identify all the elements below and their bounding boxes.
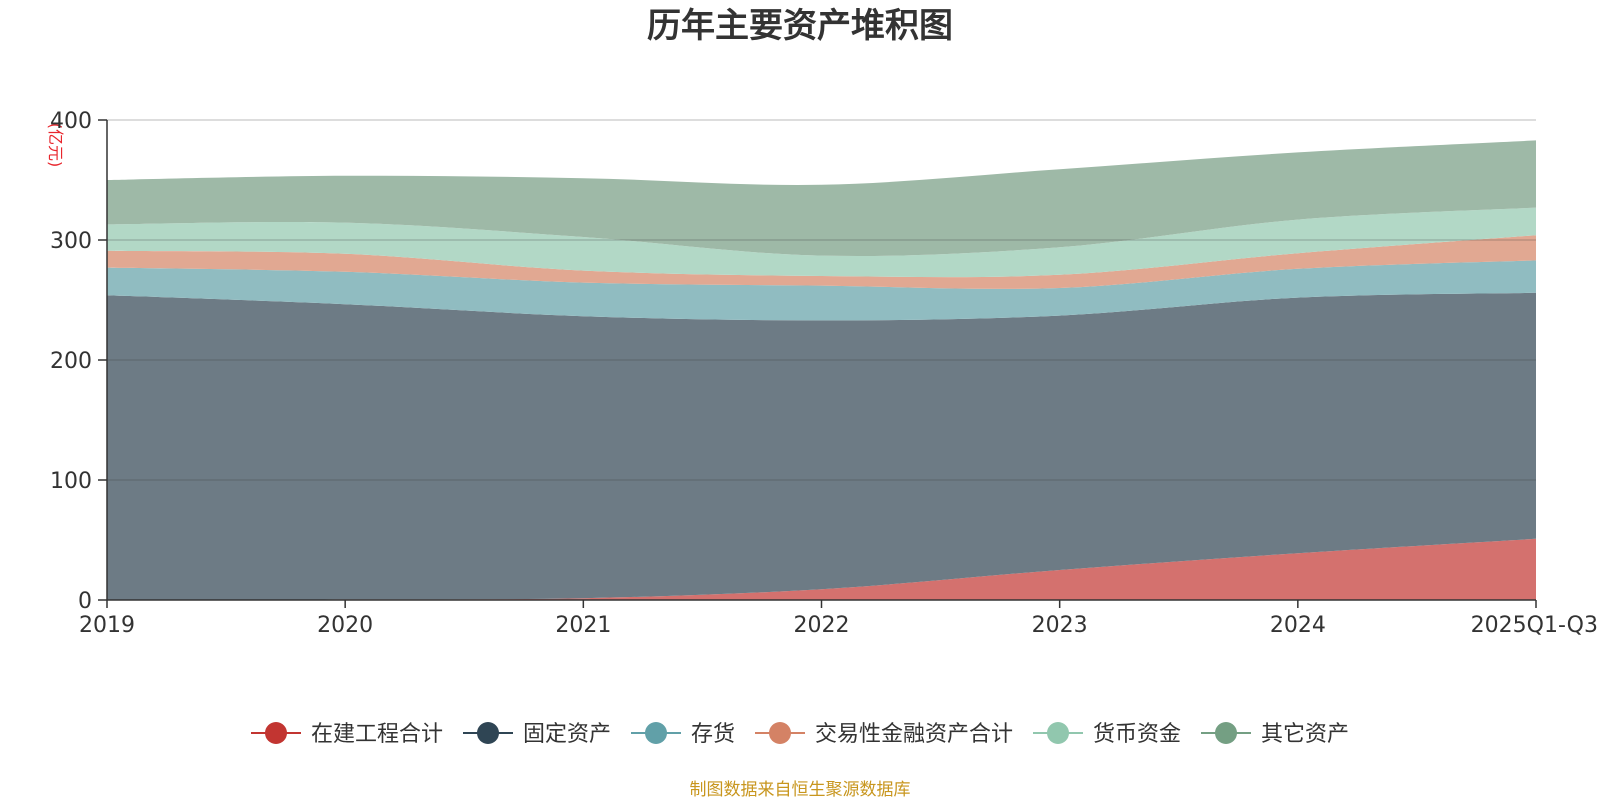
legend-item[interactable]: 货币资金 (1033, 722, 1181, 747)
legend-marker (769, 722, 791, 744)
area-series-0 (107, 538, 1536, 600)
legend-label: 其它资产 (1261, 722, 1349, 747)
legend-item[interactable]: 存货 (631, 722, 735, 747)
legend-item[interactable]: 在建工程合计 (251, 722, 443, 747)
x-tick-label: 2020 (317, 613, 373, 638)
x-tick-label: 2019 (79, 613, 135, 638)
x-tick-label: 2021 (555, 613, 611, 638)
x-tick-label: 2024 (1270, 613, 1326, 638)
legend-marker (1215, 722, 1237, 744)
legend-item[interactable]: 交易性金融资产合计 (755, 722, 1013, 747)
y-tick-label: 400 (50, 109, 92, 134)
y-tick-label: 200 (50, 349, 92, 374)
area-series-2 (107, 260, 1536, 321)
legend-marker (645, 722, 667, 744)
legend-label: 固定资产 (523, 722, 611, 747)
axes: 0 100 200 300 400 2019 2020 2021 2022 2023 2024 202… (50, 109, 1598, 638)
y-tick-label: 100 (50, 469, 92, 494)
legend-label: 存货 (691, 722, 735, 747)
chart-title: 历年主要资产堆积图 (647, 6, 953, 46)
y-axis-unit: (亿元) (46, 123, 65, 168)
area-series-3 (107, 235, 1536, 289)
x-tick-label: 2023 (1032, 613, 1088, 638)
legend-marker (477, 722, 499, 744)
legend-item[interactable]: 固定资产 (463, 722, 611, 747)
legend-marker (265, 722, 287, 744)
y-tick-label: 300 (50, 229, 92, 254)
area-series-1 (107, 292, 1536, 600)
legend-marker (1047, 722, 1069, 744)
area-series-4 (107, 207, 1536, 278)
legend-label: 交易性金融资产合计 (815, 722, 1013, 747)
legend-item[interactable]: 其它资产 (1201, 722, 1349, 747)
x-tick-label: 2022 (794, 613, 850, 638)
legend-label: 货币资金 (1093, 722, 1181, 747)
legend: 在建工程合计 固定资产 存货 交易性金融资产合计 货币资金 其它资产 (251, 722, 1349, 747)
data-source-note: 制图数据来自恒生聚源数据库 (690, 780, 911, 800)
x-tick-label: 2025Q1-Q3 (1471, 613, 1598, 638)
area-series-5 (107, 140, 1536, 256)
y-tick-label: 0 (78, 589, 92, 614)
legend-label: 在建工程合计 (311, 722, 443, 747)
area-series (107, 140, 1536, 600)
grid-lines (107, 119, 1536, 481)
